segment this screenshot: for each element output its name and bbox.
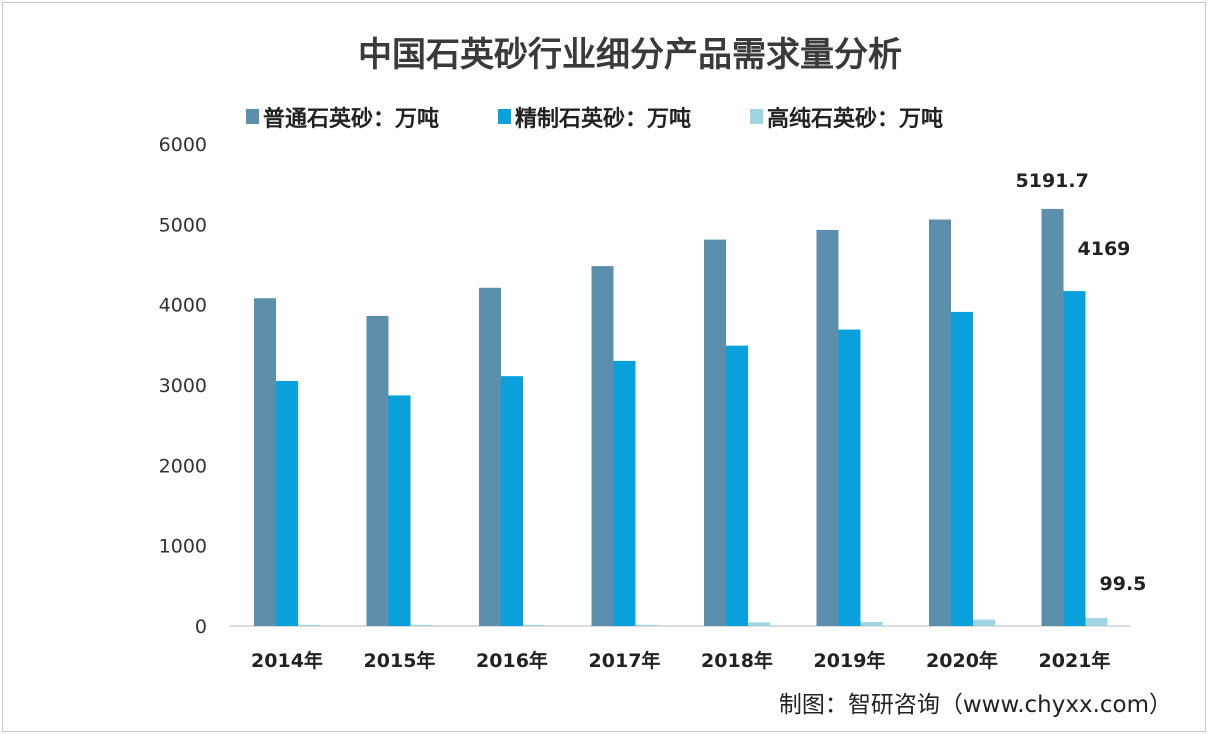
y-axis: 0 1000 2000 3000 4000 5000 6000 — [159, 134, 207, 638]
bar — [298, 624, 320, 626]
bars: 5191.7 4169 99.5 — [254, 170, 1147, 627]
bar — [479, 287, 501, 626]
legend-swatch — [498, 109, 511, 124]
legend-label: 普通石英砂：万吨 — [263, 106, 439, 132]
bar — [591, 266, 614, 626]
chart-title: 中国石英砂行业细分产品需求量分析 — [358, 35, 902, 75]
bar — [748, 622, 770, 626]
y-tick-label: 1000 — [159, 536, 207, 558]
x-axis: 2014年 2015年 2016年 2017年 2018年 2019年 2020年 2021年 — [251, 649, 1110, 672]
bar — [523, 624, 545, 626]
data-label: 5191.7 — [1016, 170, 1089, 192]
bar — [410, 624, 433, 626]
bar — [254, 298, 276, 626]
y-tick-label: 6000 — [159, 134, 207, 156]
bar — [860, 621, 883, 626]
bar — [838, 329, 861, 626]
bar — [366, 315, 389, 626]
y-tick-label: 3000 — [159, 375, 207, 397]
bar — [973, 619, 995, 626]
x-tick-label: 2017年 — [589, 649, 661, 672]
source-note: 制图：智研咨询（www.chyxx.com） — [779, 692, 1172, 718]
bar — [929, 219, 951, 626]
bar — [951, 311, 973, 626]
bar — [613, 360, 636, 626]
data-label: 99.5 — [1100, 573, 1147, 595]
x-tick-label: 2018年 — [701, 649, 773, 672]
legend-swatch — [750, 109, 763, 124]
y-tick-label: 0 — [195, 616, 207, 638]
bar — [726, 345, 748, 626]
x-tick-label: 2015年 — [364, 649, 436, 672]
bar — [276, 380, 298, 626]
data-label: 4169 — [1078, 238, 1131, 260]
bar — [704, 239, 726, 626]
legend-swatch — [246, 109, 259, 124]
legend-label: 高纯石英砂：万吨 — [767, 106, 943, 132]
x-tick-label: 2020年 — [926, 649, 998, 672]
legend: 普通石英砂：万吨 精制石英砂：万吨 高纯石英砂：万吨 — [246, 106, 943, 132]
bar — [501, 376, 523, 626]
y-tick-label: 2000 — [159, 455, 207, 477]
y-tick-label: 4000 — [159, 295, 207, 317]
bar — [1041, 208, 1064, 627]
bar — [816, 229, 839, 626]
bar — [1085, 618, 1108, 626]
x-tick-label: 2019年 — [814, 649, 886, 672]
x-tick-label: 2021年 — [1039, 649, 1111, 672]
bar — [635, 624, 658, 626]
x-tick-label: 2016年 — [476, 649, 548, 672]
y-tick-label: 5000 — [159, 214, 207, 236]
legend-label: 精制石英砂：万吨 — [515, 106, 691, 132]
bar — [1063, 291, 1086, 626]
x-tick-label: 2014年 — [251, 649, 323, 672]
bar — [388, 395, 411, 626]
